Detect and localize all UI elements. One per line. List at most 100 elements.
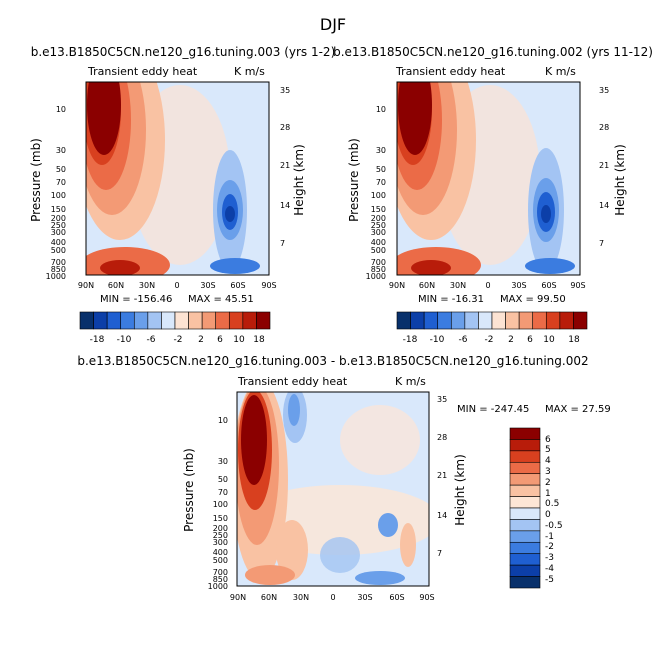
panel-c-contour bbox=[276, 520, 308, 580]
y-tick-label: 850 bbox=[51, 265, 66, 274]
y-tick-label: 70 bbox=[218, 488, 228, 497]
y-tick-label: 200 bbox=[371, 214, 386, 223]
y-tick-label: 70 bbox=[56, 178, 66, 187]
page-title: DJF bbox=[320, 15, 346, 34]
colorbar-label: -6 bbox=[459, 335, 468, 345]
panel-a-xticks: 90N 60N 30N 0 30S 60S 90S bbox=[78, 281, 277, 290]
panel-c-contour bbox=[245, 565, 295, 585]
x-tick-label: 60N bbox=[419, 281, 435, 290]
panel-c-max: MAX = 27.59 bbox=[545, 404, 611, 415]
colorbar-swatch bbox=[545, 311, 561, 330]
colorbar-label: 1 bbox=[545, 489, 551, 499]
colorbar-label: -6 bbox=[147, 335, 156, 345]
y-tick-label: 300 bbox=[213, 538, 228, 547]
y2-tick-label: 28 bbox=[599, 123, 609, 132]
colorbar-swatch bbox=[188, 311, 203, 330]
panel-b-contour bbox=[398, 82, 432, 155]
colorbar-label: 5 bbox=[545, 445, 551, 455]
panel-c-colorbar-labels: 6 5 4 3 2 1 0.5 0 -0.5 -1 -2 -3 -4 -5 bbox=[545, 435, 563, 585]
colorbar-swatch bbox=[201, 311, 217, 330]
panel-c-min: MIN = -247.45 bbox=[457, 404, 529, 415]
panel-a-field bbox=[86, 82, 269, 275]
colorbar-label: -2 bbox=[545, 542, 554, 552]
colorbar-label: -5 bbox=[545, 575, 554, 585]
colorbar-label: 18 bbox=[253, 335, 265, 345]
colorbar-swatch bbox=[509, 427, 541, 440]
colorbar-swatch bbox=[509, 519, 541, 532]
panel-a-ylabel2: Height (km) bbox=[292, 144, 306, 215]
colorbar-swatch bbox=[174, 311, 189, 330]
colorbar-swatch bbox=[464, 311, 479, 330]
colorbar-label: 4 bbox=[545, 456, 551, 466]
panel-c-contour bbox=[320, 537, 360, 573]
y-tick-label: 100 bbox=[213, 500, 228, 509]
colorbar-label: -2 bbox=[174, 335, 183, 345]
colorbar-swatch bbox=[396, 311, 411, 330]
colorbar-swatch bbox=[437, 311, 452, 330]
panel-c-contour bbox=[378, 513, 398, 537]
x-tick-label: 30N bbox=[450, 281, 466, 290]
panel-b-title: b.e13.B1850C5CN.ne120_g16.tuning.002 (yr… bbox=[333, 45, 653, 59]
y-tick-label: 850 bbox=[213, 575, 228, 584]
y2-tick-label: 14 bbox=[599, 201, 609, 210]
colorbar-swatch bbox=[93, 311, 108, 330]
panel-c-units: K m/s bbox=[395, 375, 426, 388]
y-tick-label: 30 bbox=[56, 146, 66, 155]
y-tick-label: 50 bbox=[218, 475, 228, 484]
y-tick-label: 10 bbox=[376, 105, 386, 114]
panel-c-colorbar bbox=[509, 427, 541, 589]
x-tick-label: 90S bbox=[261, 281, 276, 290]
colorbar-label: -18 bbox=[403, 335, 418, 345]
panel-b-y2ticks: 35 28 21 14 7 bbox=[599, 86, 609, 248]
colorbar-swatch bbox=[120, 311, 135, 330]
y-tick-label: 300 bbox=[371, 228, 386, 237]
panel-c-field bbox=[237, 392, 429, 586]
x-tick-label: 90S bbox=[419, 593, 434, 602]
panel-c-xticks: 90N 60N 30N 0 30S 60S 90S bbox=[230, 593, 435, 602]
panel-b-yticks: 10 30 50 70 100 150 200 250 300 400 500 … bbox=[366, 105, 386, 281]
panel-a-colorbar-labels: -18 -10 -6 -2 2 6 10 18 bbox=[90, 335, 265, 345]
colorbar-swatch bbox=[133, 311, 149, 330]
y2-tick-label: 28 bbox=[280, 123, 290, 132]
panel-c-contour bbox=[241, 395, 267, 485]
colorbar-swatch bbox=[450, 311, 466, 330]
colorbar-swatch bbox=[532, 311, 547, 330]
y-tick-label: 150 bbox=[213, 514, 228, 523]
y2-tick-label: 14 bbox=[280, 201, 290, 210]
x-tick-label: 90S bbox=[570, 281, 585, 290]
y-tick-label: 400 bbox=[213, 548, 228, 557]
panel-c-ylabel: Pressure (mb) bbox=[182, 448, 196, 532]
y-tick-label: 150 bbox=[51, 205, 66, 214]
y-tick-label: 10 bbox=[218, 416, 228, 425]
y-tick-label: 30 bbox=[376, 146, 386, 155]
colorbar-swatch bbox=[509, 541, 541, 555]
colorbar-label: 3 bbox=[545, 467, 551, 477]
colorbar-swatch bbox=[509, 496, 541, 509]
x-tick-label: 60S bbox=[230, 281, 245, 290]
panel-a-units: K m/s bbox=[234, 65, 265, 78]
panel-b-frame bbox=[396, 81, 581, 276]
colorbar-swatch bbox=[161, 311, 176, 330]
y2-tick-label: 21 bbox=[599, 161, 609, 170]
panel-a-contour bbox=[210, 258, 260, 274]
y2-tick-label: 28 bbox=[437, 433, 447, 442]
panel-b-units: K m/s bbox=[545, 65, 576, 78]
y-tick-label: 100 bbox=[51, 191, 66, 200]
y2-tick-label: 7 bbox=[280, 239, 285, 248]
x-tick-label: 90N bbox=[389, 281, 405, 290]
colorbar-swatch bbox=[509, 484, 541, 497]
colorbar-swatch bbox=[478, 311, 493, 330]
colorbar-swatch bbox=[79, 311, 94, 330]
y-tick-label: 700 bbox=[213, 568, 228, 577]
y2-tick-label: 7 bbox=[599, 239, 604, 248]
panel-c-contour bbox=[355, 571, 405, 585]
panel-c-contour bbox=[340, 405, 420, 475]
colorbar-label: -3 bbox=[545, 553, 554, 563]
colorbar-label: 2 bbox=[198, 335, 204, 345]
panel-b-contour bbox=[411, 260, 451, 275]
panel-a-yticks: 10 30 50 70 100 150 200 250 300 400 500 … bbox=[46, 105, 66, 281]
colorbar-label: 10 bbox=[543, 335, 555, 345]
panel-b-contour bbox=[525, 258, 575, 274]
panel-b-colorbar-labels: -18 -10 -6 -2 2 6 10 18 bbox=[403, 335, 580, 345]
